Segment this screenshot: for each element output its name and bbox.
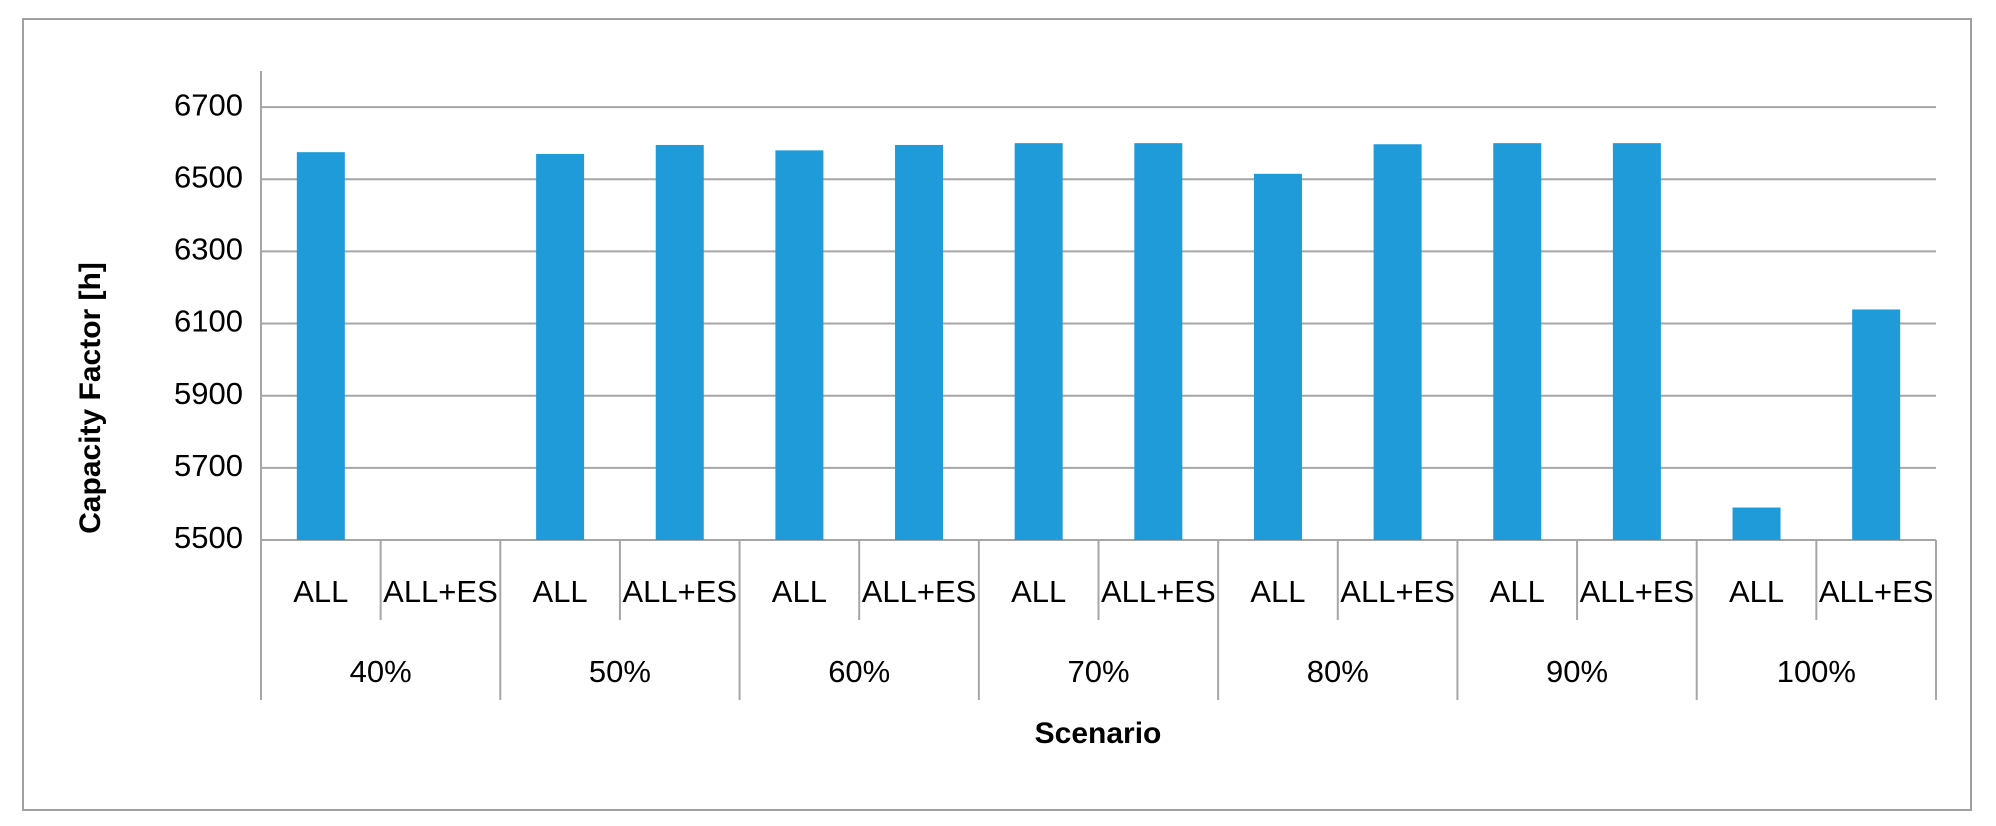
group-label: 80% (1307, 654, 1369, 689)
bar (296, 152, 345, 540)
group-label: 40% (350, 654, 412, 689)
x-tick-label: ALL+ES (1340, 574, 1455, 609)
x-tick-label: ALL (533, 574, 588, 609)
x-tick-label: ALL (1729, 574, 1784, 609)
bar (1612, 143, 1661, 540)
x-tick-label: ALL+ES (1819, 574, 1934, 609)
bar (1493, 143, 1542, 540)
x-tick-label: ALL (1490, 574, 1545, 609)
x-tick-label: ALL+ES (1580, 574, 1695, 609)
group-label: 90% (1546, 654, 1608, 689)
bar (1134, 143, 1183, 540)
y-tick-label: 5900 (174, 376, 243, 411)
x-tick-label: ALL (1250, 574, 1305, 609)
bar (1732, 507, 1781, 540)
y-tick-label: 6700 (174, 87, 243, 122)
group-label: 50% (589, 654, 651, 689)
x-tick-label: ALL+ES (622, 574, 737, 609)
x-axis-title: Scenario (1035, 717, 1162, 750)
bar (895, 144, 944, 540)
y-tick-label: 6300 (174, 232, 243, 267)
group-label: 70% (1067, 654, 1129, 689)
y-tick-label: 5700 (174, 448, 243, 483)
y-tick-label: 6100 (174, 304, 243, 339)
bar (1852, 309, 1901, 540)
x-tick-label: ALL (293, 574, 348, 609)
x-tick-label: ALL (772, 574, 827, 609)
x-tick-label: ALL (1011, 574, 1066, 609)
group-label: 60% (828, 654, 890, 689)
x-tick-label: ALL+ES (1101, 574, 1216, 609)
bar (1373, 144, 1422, 541)
x-tick-label: ALL+ES (862, 574, 977, 609)
y-tick-label: 6500 (174, 159, 243, 194)
group-label: 100% (1777, 654, 1856, 689)
bar (1014, 143, 1063, 540)
bar (655, 144, 704, 540)
bar (775, 150, 824, 540)
x-tick-label: ALL+ES (383, 574, 498, 609)
y-tick-label: 5500 (174, 520, 243, 555)
bar (1253, 173, 1302, 541)
y-axis-title: Capacity Factor [h] (74, 262, 107, 534)
bar (536, 153, 585, 540)
